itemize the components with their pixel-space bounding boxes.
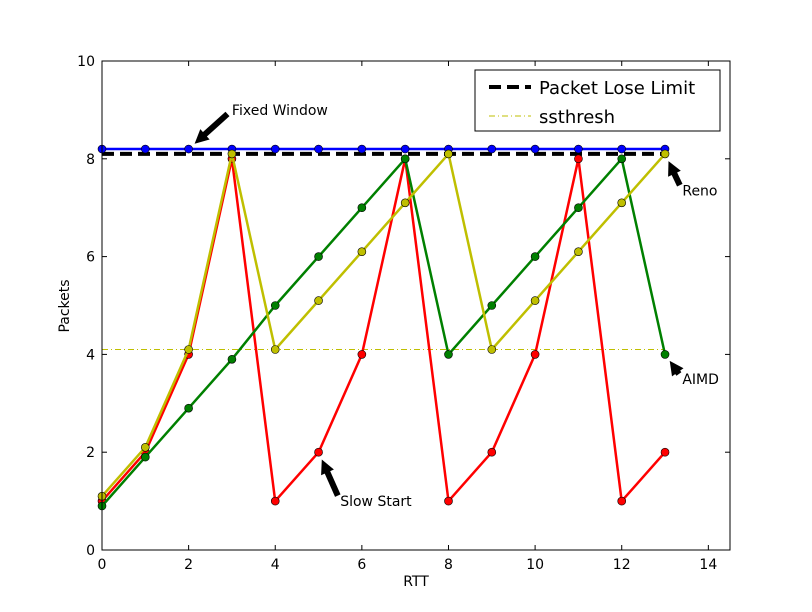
slow-start-point (530, 350, 540, 359)
slow-start-point (270, 496, 280, 506)
annotation-slow-start: Slow Start (321, 459, 412, 510)
aimd-point (227, 354, 237, 364)
fixed-window-point (574, 144, 583, 154)
slow-start-point (444, 496, 453, 506)
aimd-point (660, 350, 670, 359)
y-axis-title: Packets (57, 279, 73, 332)
aimd-point (487, 301, 497, 310)
x-tick-label: 12 (613, 557, 631, 573)
legend-label-packet-lose-limit: Packet Lose Limit (539, 78, 695, 99)
reno-point (617, 198, 627, 208)
aimd-line (101, 157, 667, 507)
fixed-window-point (400, 144, 410, 154)
plot-border-rect (101, 60, 731, 551)
slow-start-point (314, 447, 323, 457)
fixed-window-point (270, 144, 280, 154)
y-tick-label: 2 (86, 445, 95, 461)
aimd-point (617, 154, 627, 164)
annotation-arrow-head (321, 459, 334, 476)
reno-point (530, 296, 540, 305)
plot-border (101, 60, 731, 551)
annotation-text: AIMD (682, 372, 719, 388)
reno-point (487, 345, 497, 354)
reno-point (660, 149, 670, 159)
slow-start-point (660, 447, 670, 457)
axis-ticks: 0 2 4 6 8 10 12 14 0 2 4 6 8 10 (77, 54, 730, 573)
fixed-window-point (314, 144, 323, 154)
annotation-text: Fixed Window (232, 103, 328, 119)
annotation-aimd: AIMD (669, 360, 719, 388)
reno-point (574, 247, 583, 257)
fixed-window-point (141, 144, 150, 154)
legend-box (474, 69, 721, 132)
y-tick-label: 4 (86, 347, 95, 363)
x-tick-label: 6 (357, 557, 366, 573)
x-tick-label: 8 (444, 557, 453, 573)
plot-frame (102, 61, 730, 550)
aimd-point (184, 403, 193, 413)
aimd-point (141, 452, 150, 462)
reno-point (400, 198, 410, 208)
x-axis-title: RTT (403, 574, 429, 590)
aimd-point (400, 154, 410, 164)
reno-point (184, 345, 193, 354)
slow-start-point (487, 447, 497, 457)
fixed-window-point (617, 144, 627, 154)
reno-point (270, 345, 280, 354)
aimd-point (444, 350, 453, 359)
x-tick-label: 0 (98, 557, 107, 573)
fixed-window-point (487, 144, 497, 154)
slow-start-point (357, 350, 367, 359)
annotation-arrow-head (194, 129, 210, 144)
annotations: Fixed Window Reno AIMD Slow Start (194, 103, 719, 510)
slow-start-point (574, 154, 583, 164)
annotation-text: Reno (682, 184, 717, 200)
legend: Packet Lose Limit ssthresh (474, 69, 721, 132)
slow-start-point (617, 496, 627, 506)
series-layer (97, 144, 670, 511)
annotation-text: Slow Start (340, 494, 412, 510)
annotation-arrow-head (669, 360, 684, 377)
aimd-point (314, 252, 323, 261)
fixed-window-point (184, 144, 193, 154)
x-tick-label: 4 (271, 557, 280, 573)
aimd-point (270, 301, 280, 310)
aimd-point (357, 203, 367, 212)
legend-label-ssthresh: ssthresh (539, 107, 615, 128)
y-tick-label: 0 (86, 543, 95, 559)
aimd-point (530, 252, 540, 261)
annotation-arrow-shaft (323, 467, 341, 497)
reno-point (444, 149, 453, 159)
reno-line (101, 152, 666, 498)
annotation-fixed-window: Fixed Window (194, 103, 328, 144)
annotation-reno: Reno (668, 161, 718, 200)
fixed-window-point (357, 144, 367, 154)
plot-area (97, 60, 731, 551)
y-tick-label: 10 (77, 54, 95, 70)
y-tick-label: 8 (86, 152, 95, 168)
reno-point (314, 296, 323, 305)
x-tick-label: 2 (184, 557, 193, 573)
annotation-arrow-shaft (199, 111, 230, 140)
x-tick-label: 14 (699, 557, 717, 573)
x-tick-label: 10 (526, 557, 544, 573)
y-tick-label: 6 (86, 250, 95, 266)
reno-point (227, 149, 237, 159)
reno-point (141, 443, 150, 452)
aimd-point (574, 203, 583, 212)
annotation-arrow-head (668, 161, 681, 177)
fixed-window-point (530, 144, 540, 154)
reno-point (357, 247, 367, 257)
